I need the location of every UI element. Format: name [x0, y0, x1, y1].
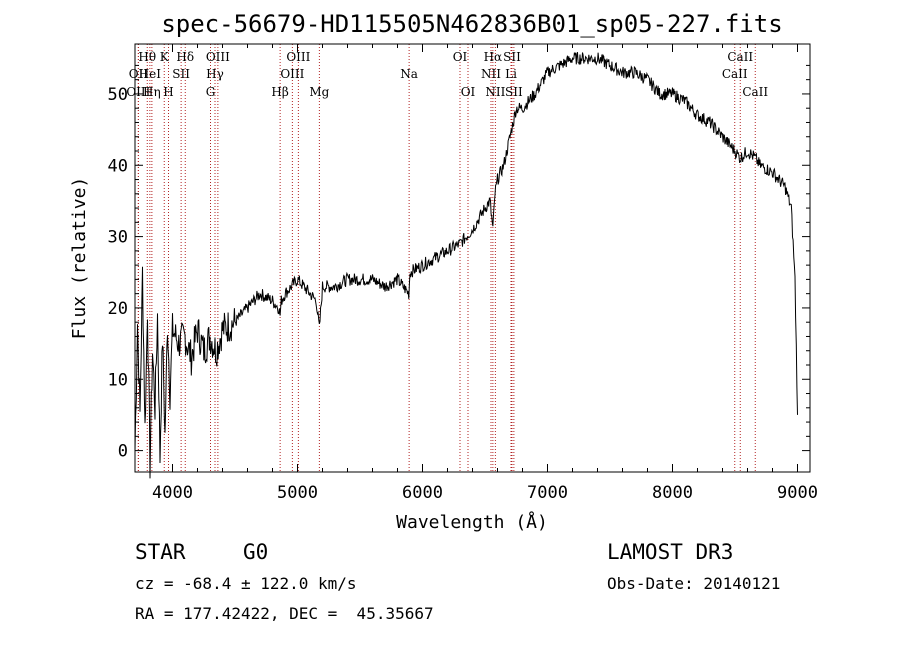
line-label-26: CaII — [722, 67, 748, 81]
line-label-11: G — [206, 85, 216, 99]
line-label-22: SII — [503, 50, 521, 64]
line-label-24: SII — [505, 85, 523, 99]
line-label-6: SII — [172, 67, 190, 81]
redshift-text: cz = -68.4 ± 122.0 km/s — [135, 574, 357, 593]
x-tick-label-4: 8000 — [652, 483, 693, 503]
x-tick-label-5: 9000 — [777, 483, 818, 503]
line-label-15: Mg — [309, 85, 329, 99]
obs-date-text: Obs-Date: 20140121 — [607, 574, 781, 593]
plot-frame — [134, 43, 811, 473]
y-axis-label: Flux (relative) — [69, 177, 90, 340]
axis-ticks: 4000 5000 6000 7000 8000 9000 0 10 20 30 40 50 — [108, 44, 818, 503]
object-subclass: G0 — [243, 540, 269, 564]
line-label-19: Hα — [484, 50, 503, 64]
line-label-3: HeI — [139, 67, 162, 81]
x-tick-label-2: 6000 — [402, 483, 443, 503]
line-label-23: Li — [505, 67, 517, 81]
x-tick-label-3: 7000 — [527, 483, 568, 503]
line-label-16: Na — [400, 67, 418, 81]
line-label-2: OIII — [126, 85, 150, 99]
coordinates-text: RA = 177.42422, DEC = 45.35667 — [135, 604, 434, 623]
y-tick-label-0: 0 — [118, 442, 128, 462]
object-class: STAR — [135, 540, 186, 564]
line-label-27: CaII — [742, 85, 768, 99]
chart-title: spec-56679-HD115505N462836B01_sp05-227.f… — [161, 10, 782, 38]
line-label-14: OIII — [280, 67, 304, 81]
line-label-4: Hη — [143, 85, 161, 99]
line-label-1: OII — [129, 67, 149, 81]
line-label-9: OIII — [206, 50, 230, 64]
line-label-18: OI — [461, 85, 476, 99]
line-label-20: NII — [481, 67, 501, 81]
line-label-17: OI — [453, 50, 468, 64]
y-tick-label-1: 10 — [108, 370, 128, 390]
line-label-0: Hθ — [138, 50, 156, 64]
line-label-25: CaII — [727, 50, 753, 64]
line-label-5: K — [160, 50, 170, 64]
line-label-7: H — [163, 85, 173, 99]
line-label-21: NII — [485, 85, 505, 99]
y-tick-label-4: 40 — [108, 156, 128, 176]
spectral-line-markers — [137, 44, 756, 472]
x-tick-label-0: 4000 — [152, 483, 193, 503]
line-label-10: Hγ — [206, 67, 224, 81]
flux-series-line — [134, 52, 798, 479]
x-axis-label: Wavelength (Å) — [396, 511, 548, 533]
x-tick-label-1: 5000 — [277, 483, 318, 503]
y-tick-label-3: 30 — [108, 228, 128, 248]
line-label-12: Hβ — [271, 85, 288, 99]
line-label-8: Hδ — [176, 50, 194, 64]
y-tick-label-2: 20 — [108, 299, 128, 319]
line-label-13: OIII — [286, 50, 310, 64]
survey-name: LAMOST DR3 — [607, 540, 734, 564]
y-tick-label-5: 50 — [108, 85, 128, 105]
